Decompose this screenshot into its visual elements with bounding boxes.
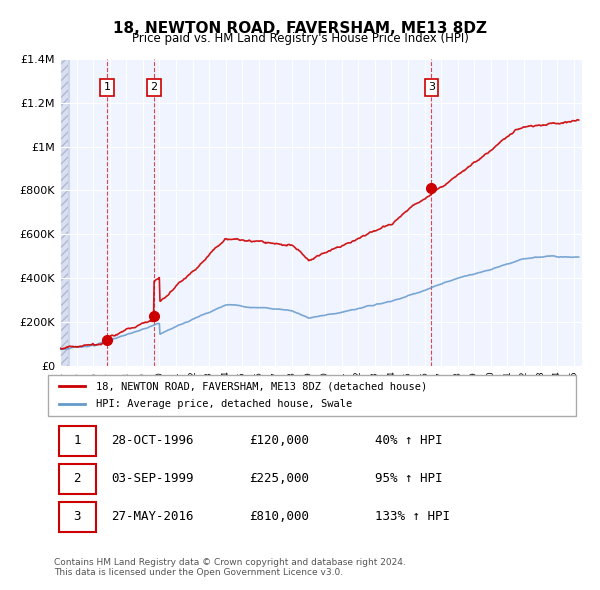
Text: 1: 1 [103,83,110,93]
Text: Contains HM Land Registry data © Crown copyright and database right 2024.
This d: Contains HM Land Registry data © Crown c… [54,558,406,577]
Text: 27-MAY-2016: 27-MAY-2016 [112,510,194,523]
FancyBboxPatch shape [48,375,576,416]
Bar [60,59,68,366]
FancyBboxPatch shape [59,426,95,456]
Text: £810,000: £810,000 [248,510,308,523]
Text: 18, NEWTON ROAD, FAVERSHAM, ME13 8DZ: 18, NEWTON ROAD, FAVERSHAM, ME13 8DZ [113,21,487,35]
Text: 3: 3 [73,510,81,523]
Bar [60,59,70,366]
Bar [60,59,68,366]
Text: 40% ↑ HPI: 40% ↑ HPI [376,434,443,447]
Text: Price paid vs. HM Land Registry's House Price Index (HPI): Price paid vs. HM Land Registry's House … [131,32,469,45]
Text: HPI: Average price, detached house, Swale: HPI: Average price, detached house, Swal… [95,399,352,409]
Text: 2: 2 [151,83,158,93]
Text: 03-SEP-1999: 03-SEP-1999 [112,473,194,486]
Text: £225,000: £225,000 [248,473,308,486]
Text: 1: 1 [73,434,81,447]
Text: £120,000: £120,000 [248,434,308,447]
Text: 95% ↑ HPI: 95% ↑ HPI [376,473,443,486]
FancyBboxPatch shape [59,502,95,532]
Text: 3: 3 [428,83,435,93]
Text: 2: 2 [73,473,81,486]
Text: 133% ↑ HPI: 133% ↑ HPI [376,510,451,523]
Text: 18, NEWTON ROAD, FAVERSHAM, ME13 8DZ (detached house): 18, NEWTON ROAD, FAVERSHAM, ME13 8DZ (de… [95,381,427,391]
Text: 28-OCT-1996: 28-OCT-1996 [112,434,194,447]
FancyBboxPatch shape [59,464,95,494]
